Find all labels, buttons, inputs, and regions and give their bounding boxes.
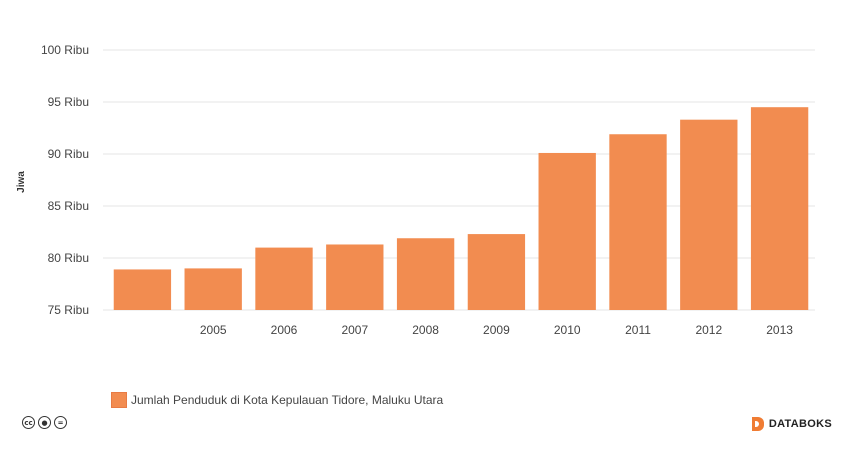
license-icons: cc ● = [22, 416, 67, 429]
bar[interactable] [255, 247, 313, 310]
y-tick-label: 75 Ribu [48, 303, 89, 317]
bar[interactable] [750, 107, 809, 310]
bar[interactable] [609, 134, 667, 310]
bar-chart: 75 Ribu 80 Ribu 85 Ribu 90 Ribu 95 Ribu 100 R… [16, 43, 815, 337]
x-tick-label: 2013 [766, 323, 793, 337]
x-tick-label: 2005 [200, 323, 227, 337]
bar[interactable] [113, 269, 172, 310]
bar[interactable] [184, 268, 242, 310]
bar[interactable] [680, 119, 738, 311]
bar[interactable] [538, 152, 596, 310]
y-axis-ticks: 75 Ribu 80 Ribu 85 Ribu 90 Ribu 95 Ribu 100 R… [41, 43, 89, 317]
bars [113, 107, 809, 311]
brand-name: DATABOKS [768, 418, 832, 430]
databoks-logo-icon [751, 417, 764, 431]
y-tick-label: 95 Ribu [48, 95, 89, 109]
bar[interactable] [396, 238, 455, 310]
y-tick-label: 80 Ribu [48, 251, 89, 265]
x-tick-label: 2009 [483, 323, 510, 337]
x-tick-label: 2008 [412, 323, 439, 337]
cc-icon: cc [22, 416, 35, 429]
legend-swatch [111, 392, 127, 408]
y-tick-label: 90 Ribu [48, 147, 89, 161]
bar[interactable] [326, 244, 384, 310]
x-tick-label: 2006 [271, 323, 298, 337]
x-tick-label: 2012 [695, 323, 722, 337]
y-tick-label: 85 Ribu [48, 199, 89, 213]
legend[interactable]: Jumlah Penduduk di Kota Kepulauan Tidore… [111, 392, 443, 408]
x-axis-ticks: 2005 2006 2007 2008 2009 2010 2011 2012 2013 [200, 323, 793, 337]
brand-logo[interactable]: DATABOKS [751, 417, 832, 431]
bar[interactable] [467, 234, 526, 310]
nd-icon: = [54, 416, 67, 429]
by-icon: ● [38, 416, 51, 429]
y-tick-label: 100 Ribu [41, 43, 89, 57]
x-tick-label: 2010 [554, 323, 581, 337]
legend-label: Jumlah Penduduk di Kota Kepulauan Tidore… [131, 393, 444, 407]
x-tick-label: 2007 [341, 323, 368, 337]
y-axis-label: Jiwa [16, 171, 27, 193]
x-tick-label: 2011 [625, 323, 651, 337]
